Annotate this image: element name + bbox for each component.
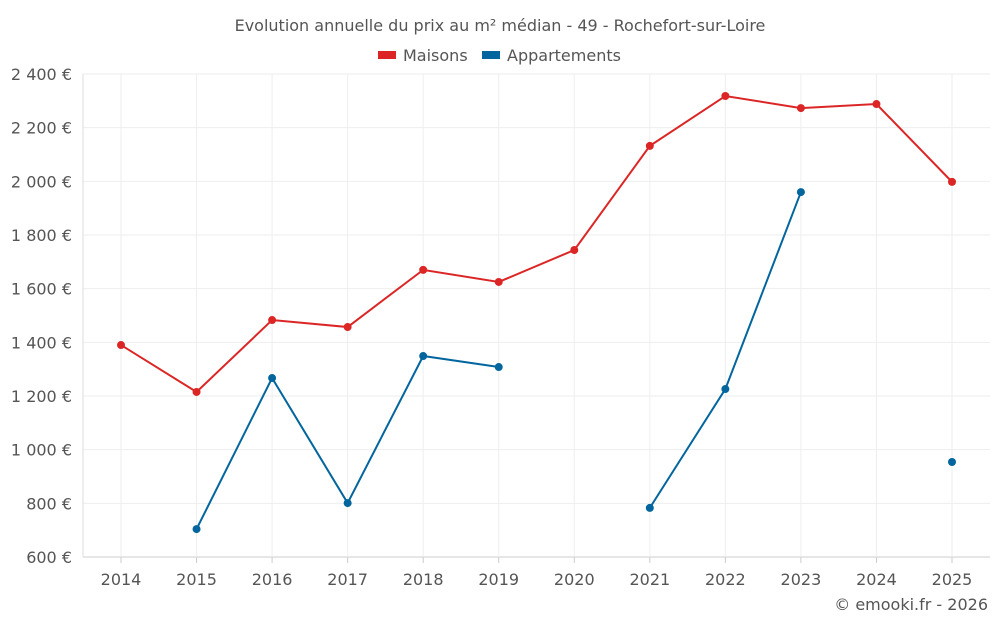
data-point[interactable] (645, 503, 654, 512)
data-point[interactable] (796, 188, 805, 197)
legend-label-appartements[interactable]: Appartements (507, 46, 621, 65)
data-point[interactable] (343, 499, 352, 508)
grid (82, 73, 990, 563)
data-point[interactable] (494, 277, 503, 286)
x-tick-label: 2017 (327, 570, 368, 589)
data-point[interactable] (721, 385, 730, 394)
series-appartements (192, 188, 956, 534)
legend-label-maisons[interactable]: Maisons (403, 46, 468, 65)
data-point[interactable] (796, 104, 805, 113)
series-maisons (117, 92, 956, 396)
data-point[interactable] (872, 100, 881, 109)
data-point[interactable] (570, 246, 579, 255)
data-point[interactable] (645, 141, 654, 150)
data-point[interactable] (192, 525, 201, 534)
x-tick-label: 2019 (478, 570, 519, 589)
chart-title: Evolution annuelle du prix au m² médian … (235, 16, 766, 35)
y-tick-label: 2 200 € (11, 119, 72, 138)
x-tick-label: 2014 (101, 570, 142, 589)
y-tick-label: 2 400 € (11, 65, 72, 84)
x-tick-label: 2023 (781, 570, 822, 589)
y-tick-label: 1 000 € (11, 441, 72, 460)
data-point[interactable] (268, 374, 277, 383)
x-tick-label: 2022 (705, 570, 746, 589)
x-tick-label: 2024 (856, 570, 897, 589)
credit: © emooki.fr - 2026 (834, 595, 988, 614)
x-tick-label: 2015 (176, 570, 217, 589)
legend-swatch-maisons[interactable] (378, 51, 396, 59)
y-tick-label: 1 800 € (11, 226, 72, 245)
data-point[interactable] (948, 177, 956, 186)
y-tick-label: 1 400 € (11, 333, 72, 352)
data-point[interactable] (343, 323, 352, 332)
y-tick-label: 2 000 € (11, 172, 72, 191)
y-tick-label: 600 € (26, 548, 72, 567)
x-tick-label: 2016 (252, 570, 293, 589)
legend: Maisons Appartements (378, 46, 621, 65)
data-point[interactable] (117, 341, 125, 350)
x-tick-label: 2021 (629, 570, 670, 589)
legend-swatch-appartements[interactable] (482, 51, 500, 59)
data-point[interactable] (721, 92, 730, 101)
data-point[interactable] (948, 458, 956, 467)
x-tick-label: 2025 (932, 570, 973, 589)
y-tick-label: 800 € (26, 494, 72, 513)
data-point[interactable] (494, 363, 503, 372)
x-tick-label: 2018 (403, 570, 444, 589)
axes: 600 € 800 € 1 000 € 1 200 € 1 400 € 1 600 € 1 … (11, 65, 972, 589)
series-line (120, 94, 953, 394)
data-point[interactable] (192, 387, 201, 396)
y-tick-label: 1 600 € (11, 280, 72, 299)
data-point[interactable] (268, 316, 277, 325)
x-tick-label: 2020 (554, 570, 595, 589)
data-point[interactable] (419, 352, 428, 361)
series-group (117, 92, 956, 534)
y-tick-label: 1 200 € (11, 387, 72, 406)
data-point[interactable] (419, 265, 428, 274)
